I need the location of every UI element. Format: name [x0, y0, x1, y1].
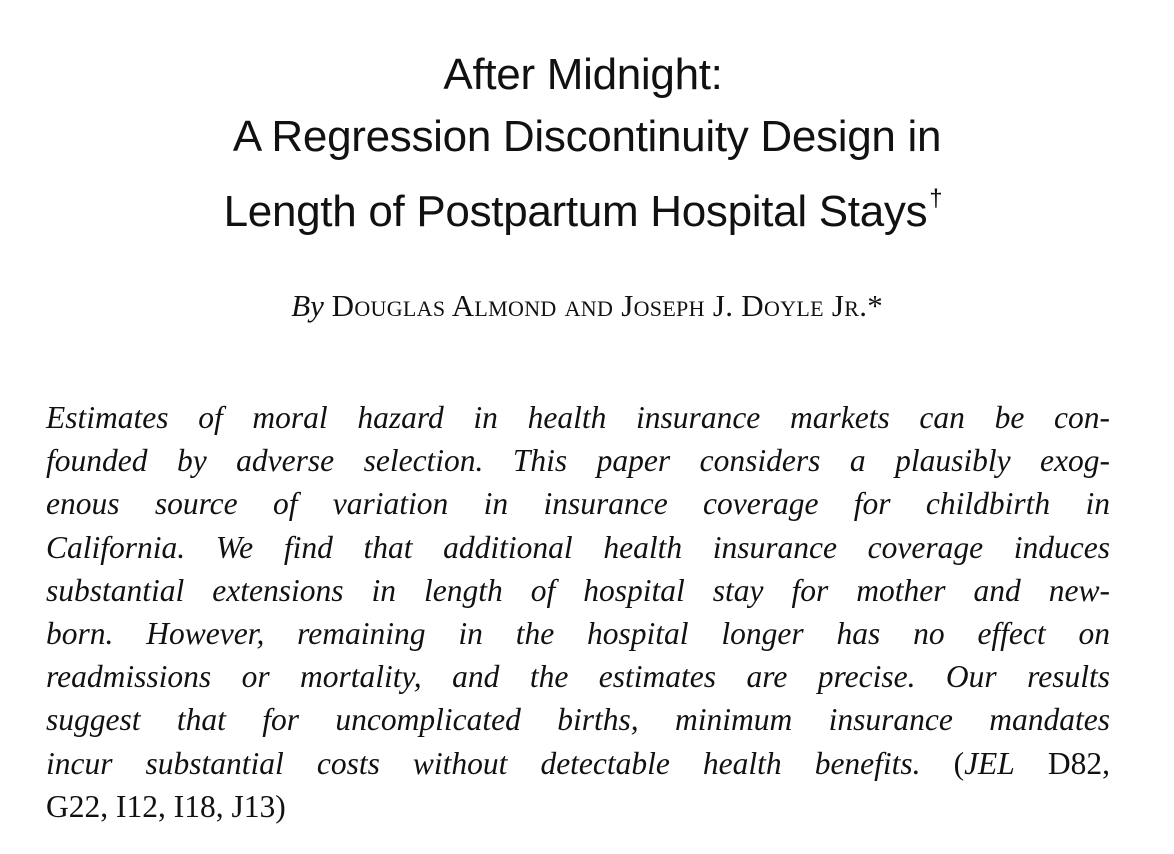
abstract-line-4: California. We find that additional heal… [46, 529, 1110, 565]
abstract-line-1: Estimates of moral hazard in health insu… [46, 400, 1110, 435]
abstract-line-8: suggest that for uncomplicated births, m… [46, 702, 1110, 738]
abstract-line-9: incur substantial costs without detectab… [46, 742, 1110, 785]
title-line-3-text: Length of Postpartum Hospital Stays [223, 187, 928, 236]
title-line-3: Length of Postpartum Hospital Stays† [0, 168, 1174, 243]
abstract: Estimates of moral hazard in health insu… [46, 396, 1110, 828]
abstract-line-9-text: incur substantial costs without detectab… [46, 745, 921, 781]
abstract-line-10: G22, I12, I18, J13) [46, 785, 1110, 828]
abstract-line-7: readmissions or mortality, and the estim… [46, 659, 1110, 695]
jel-codes-part-1: D82, [1014, 745, 1110, 781]
abstract-line-6: born. However, remaining in the hospital… [46, 616, 1110, 652]
byline-footnote-star: * [867, 288, 883, 323]
byline-authors: Douglas Almond and Joseph J. Doyle Jr. [331, 288, 868, 323]
jel-codes-part-2: G22, I12, I18, J13) [46, 788, 286, 824]
author-byline: By Douglas Almond and Joseph J. Doyle Jr… [0, 286, 1174, 326]
paper-title: After Midnight: A Regression Discontinui… [0, 44, 1174, 243]
title-line-2: A Regression Discontinuity Design in [232, 112, 942, 161]
title-line-1: After Midnight: [443, 50, 723, 99]
title-dagger-footnote-mark: † [929, 185, 943, 212]
byline-by: By [291, 288, 324, 323]
abstract-line-5: substantial extensions in length of hosp… [46, 572, 1110, 608]
abstract-line-2: founded by adverse selection. This paper… [46, 443, 1110, 479]
jel-open-paren: ( [920, 745, 965, 781]
abstract-line-3: enous source of variation in insurance c… [46, 486, 1110, 522]
jel-label: JEL [964, 745, 1015, 781]
